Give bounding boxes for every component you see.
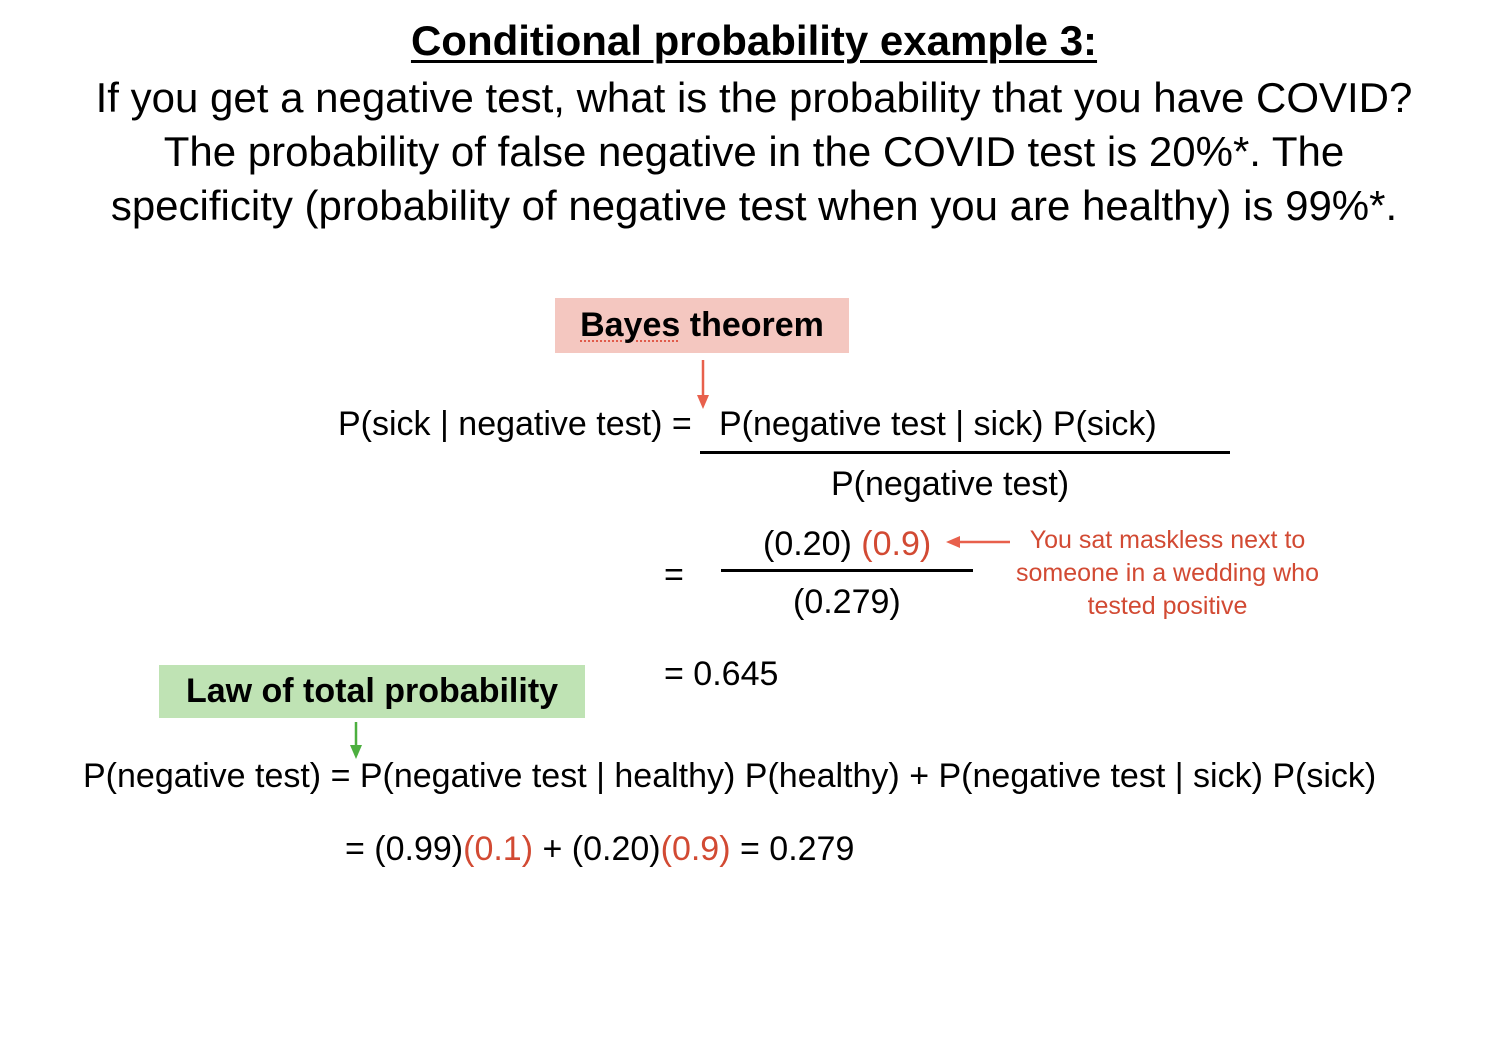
bayes-denominator: P(negative test)	[831, 465, 1070, 503]
calc-prior-healthy: (0.1)	[463, 830, 534, 868]
bayes-numerator: P(negative test | sick) P(sick)	[719, 405, 1157, 443]
prior-sick-value: (0.9)	[861, 525, 932, 563]
bayes-theorem-label: Bayes theorem	[555, 298, 849, 353]
substitution-fraction-bar	[721, 569, 973, 572]
problem-line-1: If you get a negative test, what is the …	[95, 74, 1413, 121]
substituted-numerator: (0.20) (0.9)	[763, 524, 931, 564]
calc-part-1: = (0.99)	[345, 830, 464, 868]
problem-line-2: The probability of false negative in the…	[163, 128, 1345, 175]
calc-prior-sick: (0.9)	[660, 830, 731, 868]
substitution-equals: =	[664, 556, 684, 594]
bayes-lhs: P(sick | negative test) =	[338, 405, 692, 443]
substituted-denominator: (0.279)	[793, 583, 901, 621]
sensitivity-value: (0.20)	[763, 525, 862, 563]
total-probability-calculation: = (0.99)(0.1) + (0.20)(0.9) = 0.279	[345, 829, 854, 869]
calc-part-3: = 0.279	[730, 830, 855, 868]
bayes-word: Bayes	[580, 306, 681, 344]
slide-title: Conditional probability example 3:	[410, 17, 1098, 64]
problem-statement: If you get a negative test, what is the …	[0, 71, 1508, 233]
total-probability-down-arrow	[350, 722, 362, 759]
theorem-word: theorem	[680, 306, 824, 344]
prior-annotation: You sat maskless next to someone in a we…	[1016, 526, 1319, 620]
calc-part-2: + (0.20)	[533, 830, 661, 868]
law-of-total-probability-label: Law of total probability	[159, 665, 585, 718]
total-probability-formula: P(negative test) = P(negative test | hea…	[83, 757, 1377, 795]
bayes-result: = 0.645	[664, 655, 779, 693]
bayes-fraction-bar	[700, 451, 1230, 454]
bayes-down-arrow	[697, 360, 709, 409]
problem-line-3: specificity (probability of negative tes…	[110, 182, 1398, 229]
annotation-left-arrow	[946, 536, 1010, 548]
